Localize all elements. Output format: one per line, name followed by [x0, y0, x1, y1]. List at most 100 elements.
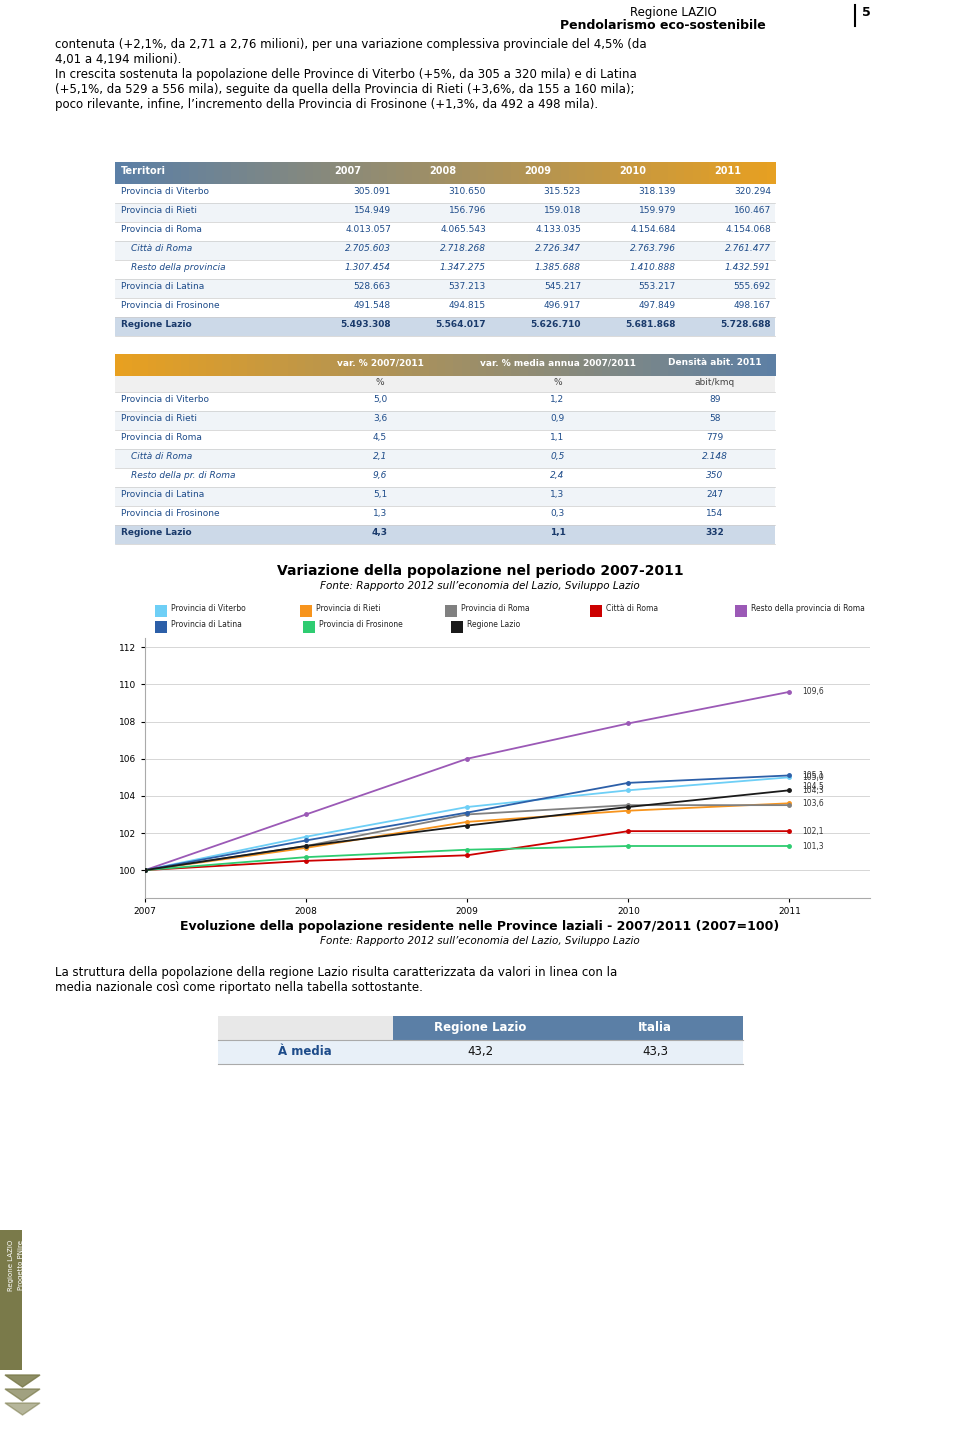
Bar: [115, 376, 775, 392]
Text: 2011: 2011: [714, 166, 741, 176]
Text: Pendolarismo eco-sostenibile: Pendolarismo eco-sostenibile: [560, 19, 766, 32]
Bar: [590, 606, 602, 617]
Text: Provincia di Viterbo: Provincia di Viterbo: [121, 395, 209, 403]
Bar: [354, 354, 364, 376]
Text: 89: 89: [709, 395, 721, 403]
Text: 496.917: 496.917: [543, 301, 581, 310]
Text: 109,6: 109,6: [803, 687, 824, 696]
Bar: [115, 507, 775, 526]
Bar: [717, 162, 727, 183]
Text: 2007: 2007: [334, 166, 361, 176]
Text: 102,1: 102,1: [803, 827, 824, 836]
Text: 1.385.688: 1.385.688: [535, 264, 581, 272]
Bar: [115, 183, 775, 202]
Bar: [593, 354, 603, 376]
Text: 553.217: 553.217: [638, 282, 676, 291]
Bar: [115, 526, 775, 545]
Text: %: %: [375, 379, 384, 387]
Text: 2.148: 2.148: [702, 451, 728, 462]
Bar: [181, 162, 190, 183]
Polygon shape: [5, 1389, 40, 1401]
Text: 4,3: 4,3: [372, 529, 388, 537]
Bar: [536, 354, 545, 376]
Text: 498.167: 498.167: [733, 301, 771, 310]
Bar: [469, 354, 479, 376]
Bar: [115, 392, 775, 411]
Text: 160.467: 160.467: [733, 205, 771, 215]
Text: Progetto PNire: Progetto PNire: [18, 1241, 24, 1290]
Bar: [668, 162, 677, 183]
Text: Città di Roma: Città di Roma: [606, 604, 659, 613]
Bar: [503, 354, 512, 376]
Bar: [223, 354, 231, 376]
Bar: [329, 354, 339, 376]
Bar: [602, 354, 611, 376]
Bar: [164, 354, 174, 376]
Bar: [304, 162, 314, 183]
Bar: [709, 354, 718, 376]
Bar: [338, 354, 347, 376]
Text: Regione Lazio: Regione Lazio: [121, 529, 192, 537]
Text: 2010: 2010: [619, 166, 646, 176]
Bar: [462, 162, 470, 183]
Text: 545.217: 545.217: [544, 282, 581, 291]
Bar: [115, 486, 775, 507]
Bar: [148, 162, 157, 183]
Bar: [577, 162, 587, 183]
Bar: [115, 448, 775, 467]
Bar: [115, 317, 775, 336]
Text: 497.849: 497.849: [638, 301, 676, 310]
Text: 247: 247: [707, 491, 724, 499]
Text: 58: 58: [709, 414, 721, 424]
Bar: [0, 1230, 22, 1370]
Bar: [115, 202, 775, 221]
Bar: [322, 162, 330, 183]
Bar: [445, 606, 457, 617]
Bar: [218, 1016, 393, 1040]
Bar: [280, 354, 289, 376]
Bar: [346, 162, 355, 183]
Text: À media: À media: [278, 1045, 332, 1059]
Bar: [115, 162, 124, 183]
Bar: [247, 354, 256, 376]
Bar: [288, 162, 298, 183]
Bar: [751, 354, 759, 376]
Text: 43,2: 43,2: [467, 1045, 493, 1059]
Bar: [428, 354, 438, 376]
Bar: [313, 162, 323, 183]
Bar: [660, 162, 669, 183]
Text: 2.763.796: 2.763.796: [630, 245, 676, 253]
Text: 1.347.275: 1.347.275: [440, 264, 486, 272]
Text: 0,9: 0,9: [550, 414, 564, 424]
Text: contenuta (+2,1%, da 2,71 a 2,76 milioni), per una variazione complessiva provin: contenuta (+2,1%, da 2,71 a 2,76 milioni…: [55, 38, 647, 66]
Bar: [387, 354, 396, 376]
Bar: [552, 354, 562, 376]
Text: %: %: [553, 379, 562, 387]
Bar: [239, 354, 248, 376]
Bar: [627, 354, 636, 376]
Bar: [255, 162, 265, 183]
Bar: [255, 354, 265, 376]
Bar: [478, 162, 488, 183]
Bar: [263, 162, 273, 183]
Bar: [132, 354, 141, 376]
Bar: [115, 242, 775, 261]
Text: 1,3: 1,3: [550, 491, 564, 499]
Text: Città di Roma: Città di Roma: [131, 245, 192, 253]
Bar: [726, 354, 734, 376]
Bar: [586, 162, 594, 183]
Text: Fonte: Rapporto 2012 sull’economia del Lazio, Sviluppo Lazio: Fonte: Rapporto 2012 sull’economia del L…: [320, 936, 640, 946]
Text: 159.979: 159.979: [638, 205, 676, 215]
Text: 5.493.308: 5.493.308: [341, 320, 391, 329]
Bar: [115, 261, 775, 280]
Bar: [618, 162, 628, 183]
Bar: [453, 354, 463, 376]
Bar: [462, 354, 470, 376]
Text: 350: 350: [707, 470, 724, 480]
Text: 537.213: 537.213: [448, 282, 486, 291]
Bar: [223, 162, 231, 183]
Bar: [651, 354, 660, 376]
Bar: [338, 162, 347, 183]
Bar: [527, 354, 537, 376]
Bar: [668, 354, 677, 376]
